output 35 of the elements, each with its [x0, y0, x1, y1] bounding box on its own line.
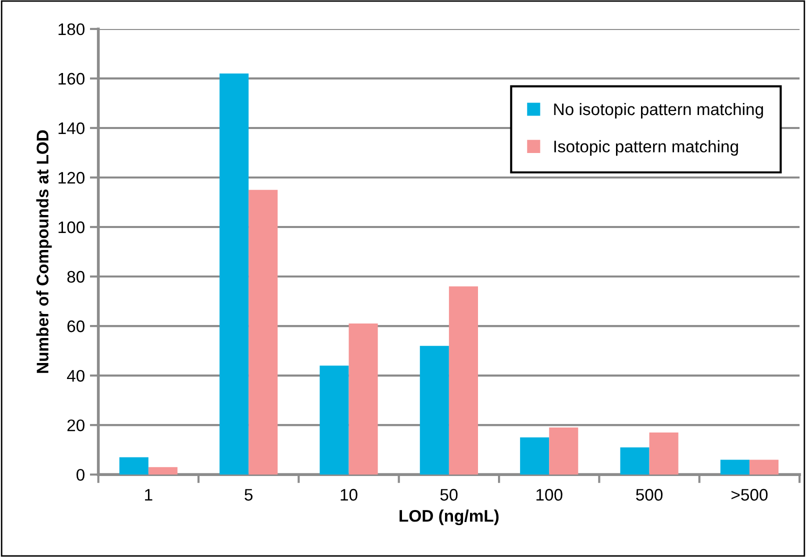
x-tick-label: 50 [440, 488, 458, 501]
y-tick-label: 40 [66, 370, 84, 382]
bar [520, 437, 550, 475]
x-tick-label: 1 [145, 489, 152, 501]
y-tick-label: 160 [58, 72, 84, 85]
bar [420, 346, 449, 475]
x-tick-label: 500 [636, 488, 663, 501]
bar [448, 286, 478, 475]
bar [620, 447, 650, 475]
bar [348, 324, 378, 475]
y-tick-label: 0 [76, 468, 84, 481]
legend-label: No isotopic pattern matching [554, 102, 763, 119]
x-tick-label: >500 [732, 488, 768, 501]
x-tick-label: 5 [244, 489, 253, 501]
bar [649, 432, 678, 475]
legend-label: Isotopic pattern matching [554, 140, 738, 156]
bar [248, 190, 278, 475]
y-tick-label: 140 [58, 122, 84, 134]
y-axis-title: Number of Compounds at LOD [36, 130, 52, 373]
bar [320, 366, 349, 475]
y-tick-label: 100 [58, 221, 84, 234]
bar [119, 457, 148, 475]
y-tick-label: 180 [58, 23, 84, 36]
x-tick-label: 100 [536, 488, 562, 501]
y-tick-label: 20 [67, 419, 84, 432]
bar [549, 428, 578, 475]
bar [220, 74, 249, 475]
x-tick-label: 10 [340, 488, 358, 501]
bar [148, 467, 178, 475]
bar [749, 460, 779, 475]
bar [720, 460, 750, 475]
x-axis-title: LOD (ng/mL) [400, 510, 499, 526]
y-tick-label: 80 [67, 270, 84, 283]
y-tick-label: 60 [67, 320, 84, 332]
y-tick-label: 120 [58, 172, 84, 184]
